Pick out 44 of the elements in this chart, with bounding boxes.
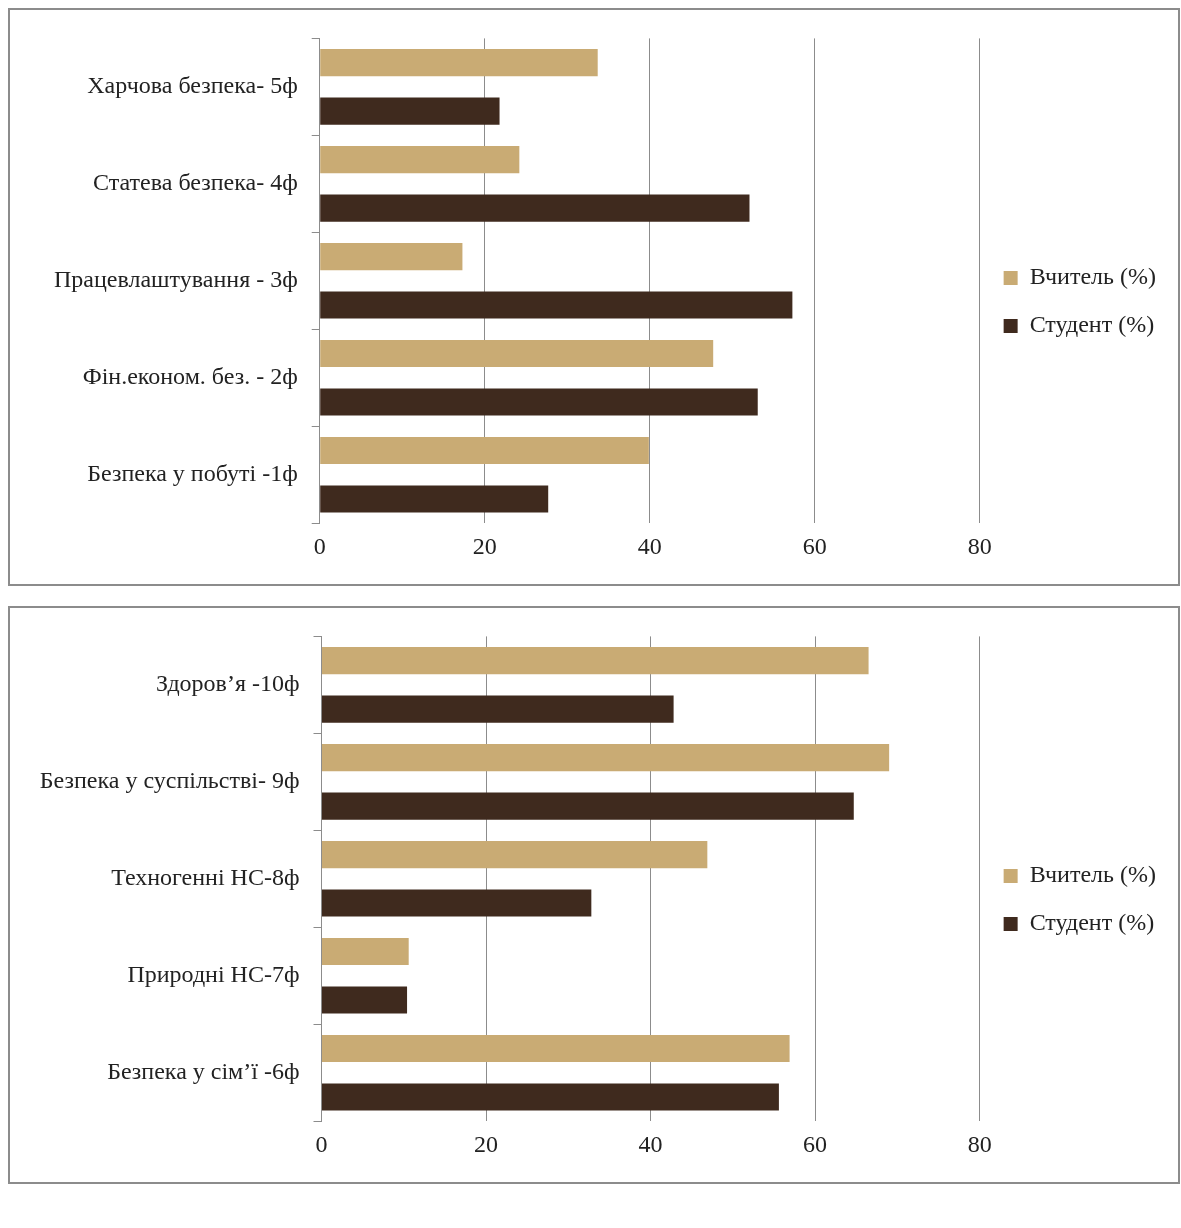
bar (320, 49, 598, 77)
x-tick-label: 80 (967, 1130, 992, 1157)
x-tick-label: 80 (967, 532, 992, 559)
y-tick-label: Безпека у сім’ї -6ф (107, 1058, 300, 1085)
y-tick-label: Здоров’я -10ф (155, 670, 300, 697)
x-tick-label: 40 (638, 1130, 663, 1157)
y-tick-label: Техногенні НС-8ф (111, 864, 300, 891)
bar (320, 339, 714, 368)
legend-label: Студент (%) (1029, 311, 1155, 338)
bar (320, 194, 750, 222)
y-tick-label: Працевлаштування - 3ф (54, 266, 298, 293)
x-tick-label: 20 (472, 532, 497, 559)
bar (320, 146, 520, 174)
bar (322, 986, 408, 1014)
x-tick-label: 20 (474, 1130, 499, 1157)
bar (320, 436, 649, 465)
legend-label: Вчитель (%) (1029, 263, 1157, 290)
x-tick-label: 40 (637, 532, 662, 559)
y-tick-label: Фін.економ. без. - 2ф (82, 363, 298, 390)
bar (320, 291, 793, 319)
y-tick-label: Статева безпека- 4ф (93, 169, 298, 196)
x-tick-label: 60 (802, 532, 827, 559)
x-tick-label: 0 (315, 1130, 328, 1157)
legend-label: Студент (%) (1029, 909, 1155, 936)
x-tick-label: 60 (803, 1130, 828, 1157)
y-tick-label: Харчова безпека- 5ф (87, 72, 298, 99)
bar (322, 695, 674, 723)
x-tick-label: 0 (313, 532, 326, 559)
bar (322, 1034, 790, 1063)
bar (320, 97, 500, 125)
bar (320, 485, 549, 513)
bar (320, 388, 758, 416)
y-tick-label: Безпека у побуті -1ф (87, 460, 298, 487)
legend-label: Вчитель (%) (1029, 861, 1157, 888)
bar (322, 889, 592, 917)
bar (322, 937, 409, 966)
bar (320, 242, 463, 271)
y-tick-label: Природні НС-7ф (127, 961, 300, 988)
y-tick-label: Безпека у суспільстві- 9ф (39, 767, 300, 794)
bar (322, 792, 854, 820)
bar (322, 647, 869, 675)
bar (322, 840, 708, 869)
bar (322, 1083, 779, 1111)
bar (322, 744, 890, 772)
